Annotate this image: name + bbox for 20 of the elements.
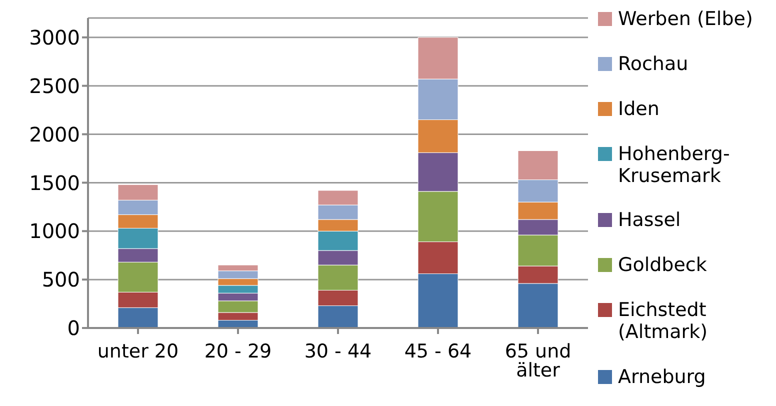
legend-label: Iden: [618, 98, 660, 120]
y-tick-label: 0: [67, 316, 80, 340]
y-tick-label: 3000: [29, 25, 80, 50]
legend-label: Eichstedt (Altmark): [618, 299, 709, 344]
x-tick-label: unter 20: [97, 340, 179, 362]
x-tick-label: 65 und älter: [504, 340, 572, 382]
y-tick-label: 2500: [29, 74, 80, 98]
legend-label: Hassel: [618, 209, 681, 232]
legend-label: Hohenberg-Krusemark: [618, 142, 731, 187]
y-tick-label: 1000: [29, 219, 80, 244]
x-tick-label: 45 - 64: [404, 340, 472, 362]
legend-label: Werben (Elbe): [618, 8, 753, 30]
legend-label: Arneburg: [618, 366, 706, 388]
x-tick-label: 30 - 44: [304, 340, 372, 362]
y-tick-label: 2000: [29, 122, 80, 146]
y-tick-label: 500: [42, 268, 80, 292]
legend-label: Goldbeck: [618, 254, 707, 276]
y-tick-label: 1500: [29, 170, 80, 195]
legend-label: Rochau: [618, 52, 688, 75]
x-tick-label: 20 - 29: [204, 340, 272, 362]
